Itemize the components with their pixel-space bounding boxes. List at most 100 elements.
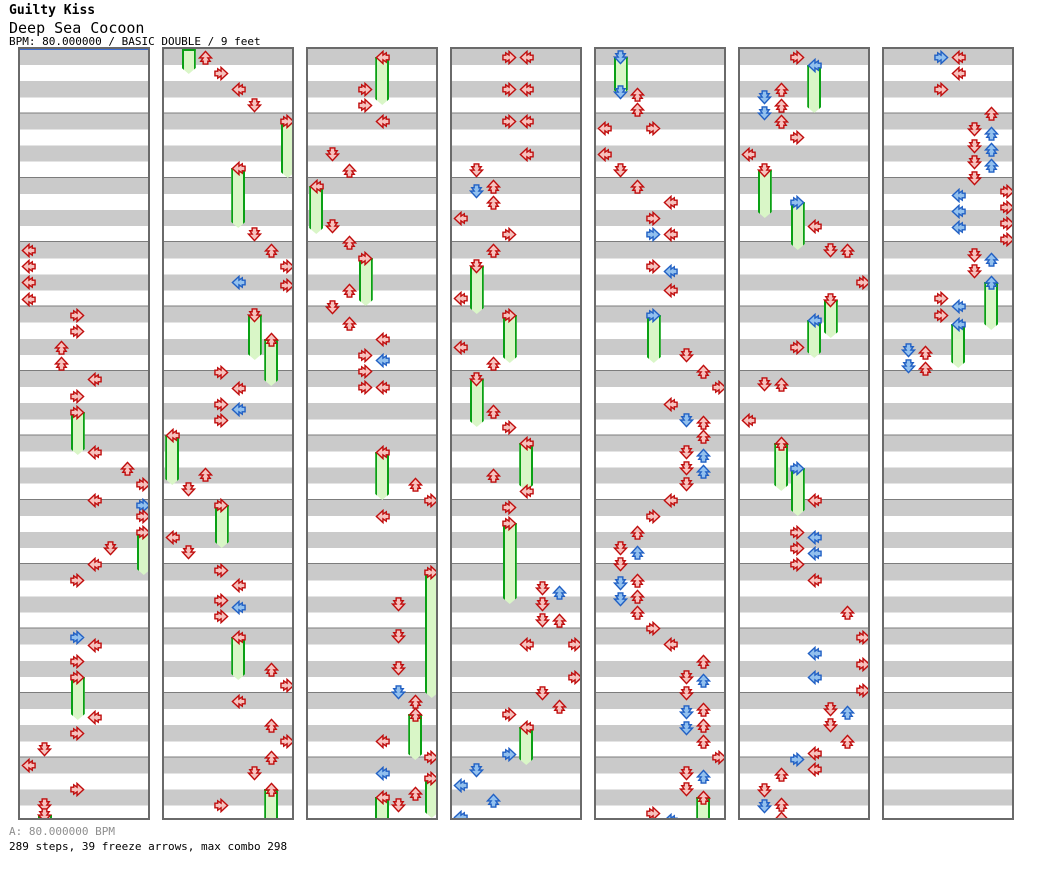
freeze-head-arrow — [375, 789, 390, 805]
note-arrow — [934, 307, 949, 323]
note-arrow — [453, 809, 468, 818]
note-arrow — [613, 575, 629, 591]
freeze-head-arrow — [951, 316, 966, 332]
note-arrow — [967, 247, 983, 263]
freeze-head-arrow — [519, 719, 534, 735]
note-arrow — [663, 396, 678, 412]
note-arrow — [790, 751, 805, 767]
note-arrow — [757, 89, 773, 105]
note-arrow — [646, 258, 661, 274]
note-arrow — [502, 706, 517, 722]
note-arrow — [280, 733, 292, 749]
note-arrow — [247, 97, 263, 113]
note-arrow — [214, 797, 229, 813]
note-arrow — [856, 274, 868, 290]
note-arrow — [502, 49, 517, 65]
note-arrow — [453, 777, 468, 793]
note-arrow — [231, 401, 246, 417]
note-arrow — [663, 194, 678, 210]
freeze-head-arrow — [375, 49, 390, 65]
note-arrow — [695, 768, 711, 784]
freeze-body — [182, 49, 196, 74]
note-arrow — [934, 49, 949, 65]
note-arrow — [1000, 215, 1012, 231]
note-arrow — [375, 508, 390, 524]
note-arrow — [280, 677, 292, 693]
note-arrow — [757, 376, 773, 392]
note-arrow — [597, 146, 612, 162]
note-arrow — [790, 540, 805, 556]
note-arrow — [790, 49, 805, 65]
freeze-head-arrow — [807, 57, 822, 73]
note-arrow — [663, 636, 678, 652]
note-arrow — [983, 251, 999, 267]
note-arrow — [917, 344, 933, 360]
note-arrow — [790, 339, 805, 355]
note-arrow — [87, 556, 102, 572]
note-arrow — [391, 628, 407, 644]
note-arrow — [568, 669, 580, 685]
note-arrow — [695, 363, 711, 379]
note-arrow — [535, 612, 551, 628]
note-arrow — [663, 282, 678, 298]
note-arrow — [485, 403, 501, 419]
note-arrow — [21, 291, 36, 307]
note-arrow — [823, 242, 839, 258]
note-arrow — [646, 620, 661, 636]
step-panel — [594, 47, 726, 820]
note-arrow — [646, 210, 661, 226]
note-arrow — [485, 355, 501, 371]
freeze-head-arrow — [519, 435, 534, 451]
note-arrow — [790, 556, 805, 572]
note-arrow — [967, 138, 983, 154]
note-arrow — [358, 379, 373, 395]
note-arrow — [535, 596, 551, 612]
note-arrow — [519, 146, 534, 162]
note-arrow — [951, 203, 966, 219]
step-stats: 289 steps, 39 freeze arrows, max combo 2… — [9, 840, 288, 853]
note-arrow — [629, 101, 645, 117]
note-arrow — [358, 347, 373, 363]
note-arrow — [1000, 183, 1012, 199]
note-arrow — [37, 797, 53, 813]
freeze-head-arrow — [983, 274, 999, 290]
note-arrow — [773, 97, 789, 113]
note-arrow — [519, 49, 534, 65]
note-arrow — [407, 693, 423, 709]
freeze-head-arrow — [613, 49, 629, 65]
note-arrow — [214, 364, 229, 380]
note-arrow — [629, 588, 645, 604]
note-arrow — [629, 178, 645, 194]
freeze-head-arrow — [231, 160, 246, 176]
note-arrow — [679, 781, 695, 797]
note-arrow — [214, 65, 229, 81]
note-arrow — [231, 81, 246, 97]
note-arrow — [646, 226, 661, 242]
freeze-head-arrow — [407, 706, 423, 722]
note-arrow — [551, 698, 567, 714]
note-arrow — [613, 540, 629, 556]
note-arrow — [757, 782, 773, 798]
note-arrow — [70, 388, 85, 404]
note-arrow — [901, 342, 917, 358]
note-arrow — [807, 492, 822, 508]
note-arrow — [679, 720, 695, 736]
note-arrow — [485, 194, 501, 210]
step-panel — [738, 47, 870, 820]
note-arrow — [325, 218, 341, 234]
note-arrow — [391, 596, 407, 612]
freeze-head-arrow — [823, 292, 839, 308]
freeze-head-arrow — [70, 669, 85, 685]
note-arrow — [70, 307, 85, 323]
note-arrow — [917, 360, 933, 376]
note-arrow — [551, 584, 567, 600]
note-arrow — [214, 412, 229, 428]
freeze-head-arrow — [469, 371, 485, 387]
note-arrow — [695, 653, 711, 669]
freeze-head-arrow — [424, 564, 436, 580]
note-arrow — [967, 263, 983, 279]
freeze-body — [231, 168, 245, 228]
note-arrow — [70, 653, 85, 669]
note-arrow — [341, 234, 357, 250]
step-panel — [882, 47, 1014, 820]
